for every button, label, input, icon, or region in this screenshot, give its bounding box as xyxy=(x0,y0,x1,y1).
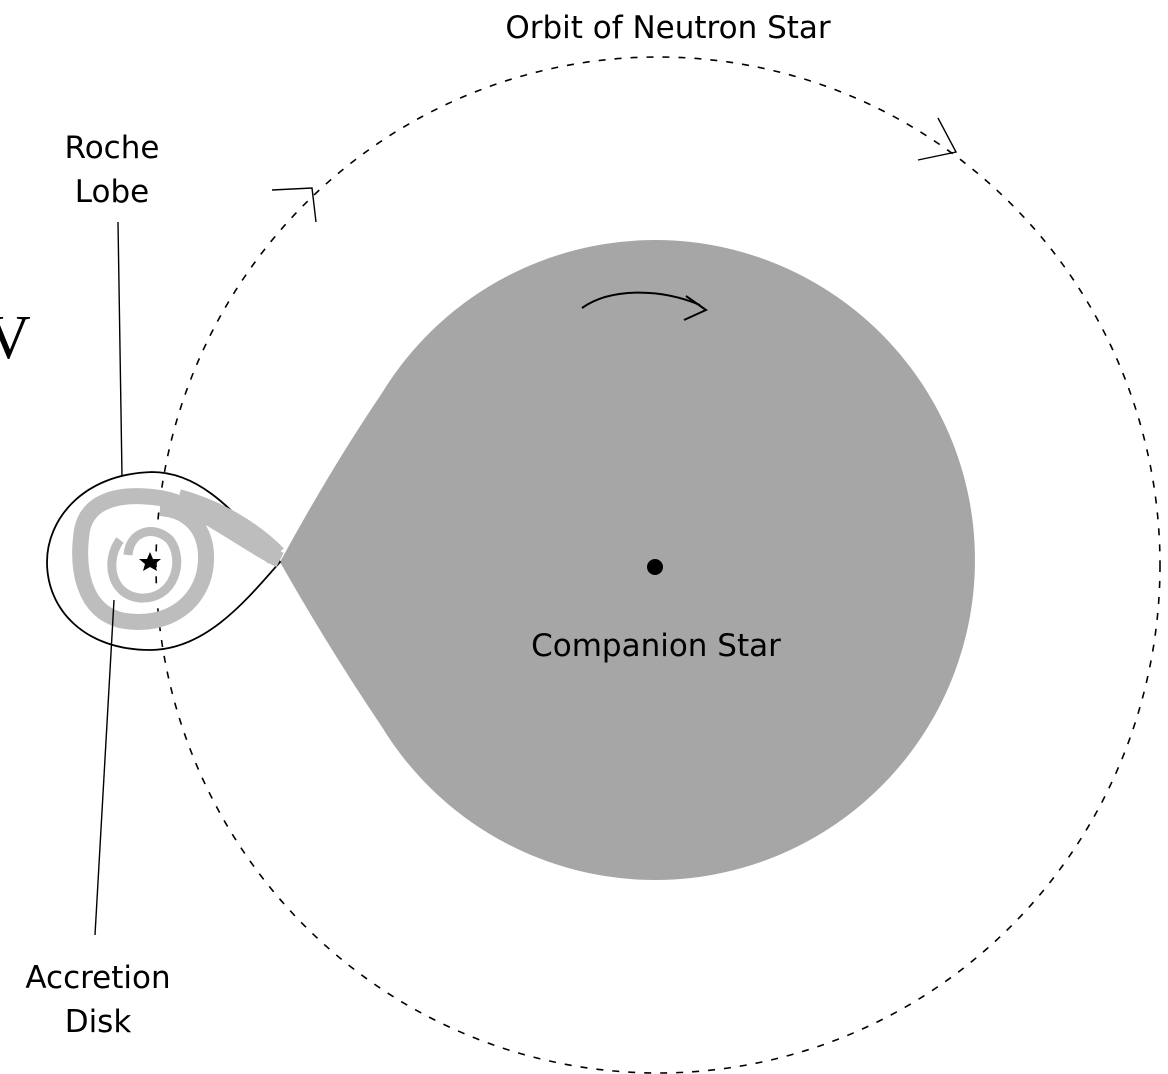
neutron-star xyxy=(139,552,161,571)
disk-label: Accretion xyxy=(25,960,170,996)
orbit-arrow xyxy=(271,187,317,223)
companion-center xyxy=(647,559,663,575)
disk-label: Disk xyxy=(65,1004,132,1040)
orbit xyxy=(155,56,1161,1074)
rotation-arrowhead xyxy=(683,295,709,321)
companion-label: Companion Star xyxy=(531,628,781,664)
accretion-stream xyxy=(174,489,284,564)
leader-line xyxy=(117,221,123,477)
companion-star xyxy=(280,240,975,881)
rotation-arrow xyxy=(581,291,701,309)
accretion-spiral xyxy=(107,527,182,603)
edge-letter: V xyxy=(0,304,31,372)
orbit-arrow xyxy=(917,117,958,161)
orbit-label: Orbit of Neutron Star xyxy=(505,10,831,46)
leader-line xyxy=(94,599,115,936)
roche-label: Lobe xyxy=(75,174,149,210)
roche-lobe xyxy=(46,471,282,651)
roche-label: Roche xyxy=(65,130,160,166)
